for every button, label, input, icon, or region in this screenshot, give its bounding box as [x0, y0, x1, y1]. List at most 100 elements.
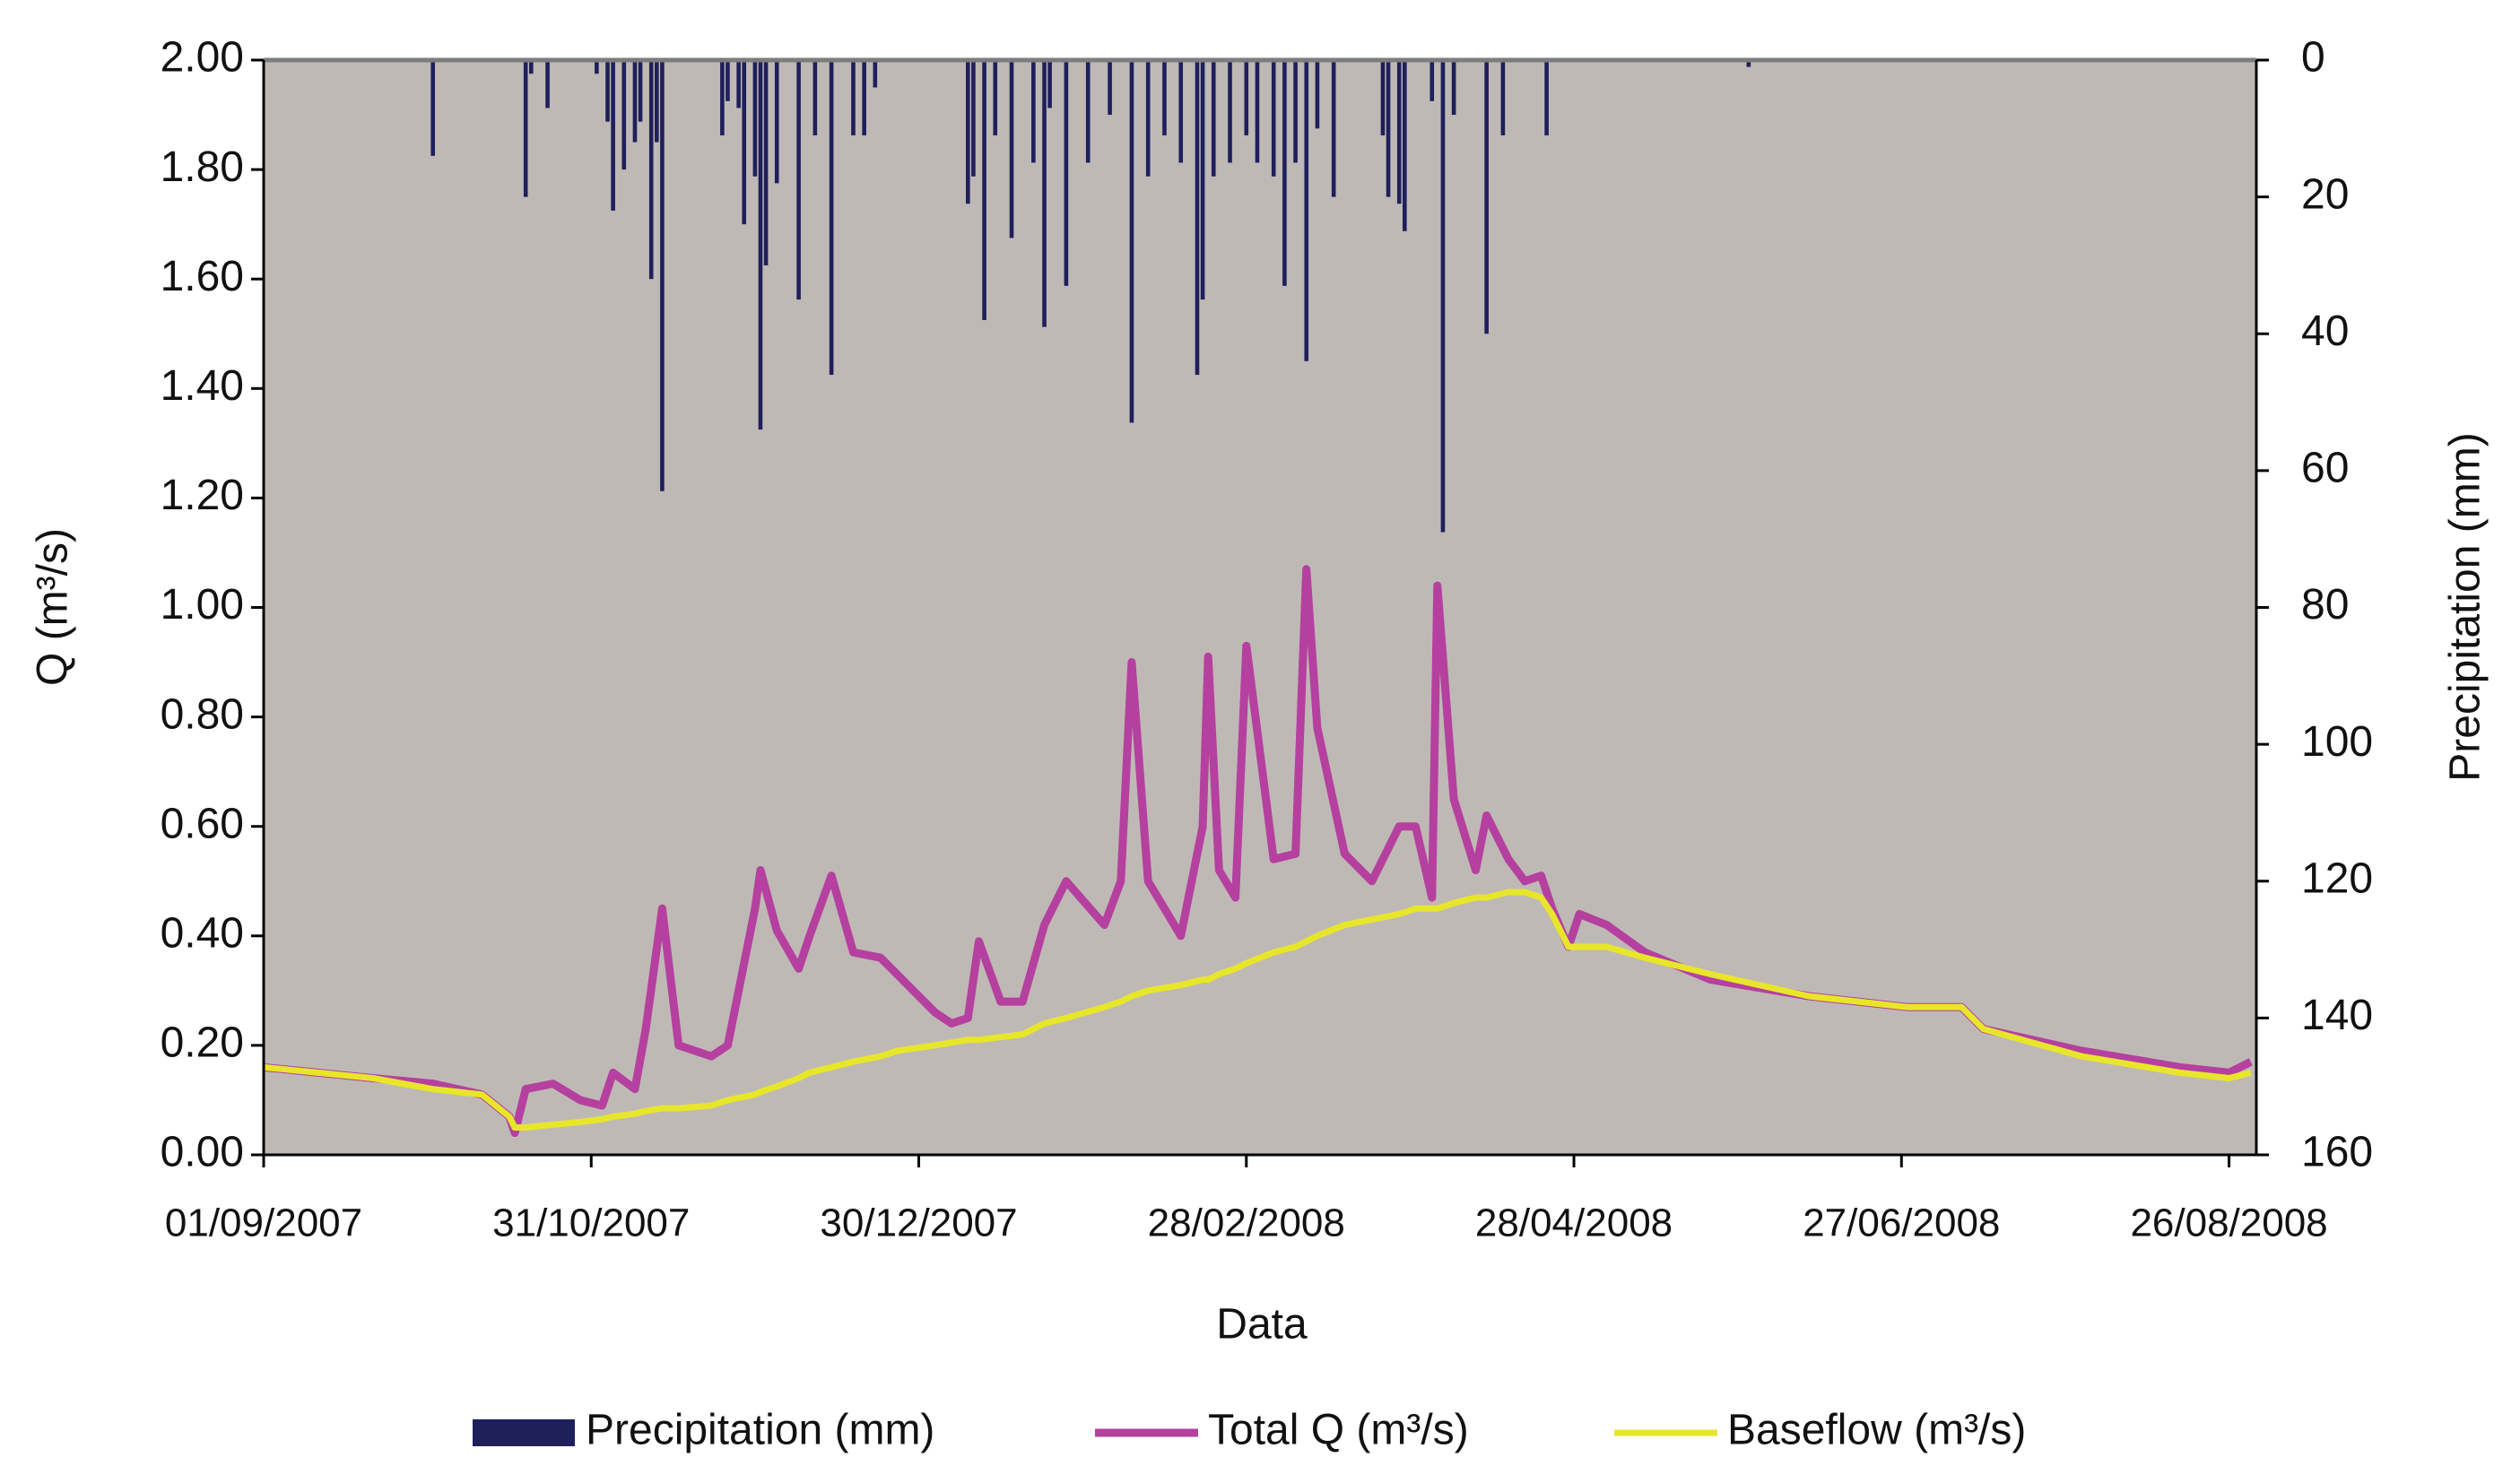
- y-tick-label: 1.60: [161, 253, 244, 300]
- legend-label: Baseflow (m³/s): [1727, 1407, 2026, 1454]
- precipitation-bar: [1440, 60, 1446, 533]
- precipitation-bar: [595, 60, 599, 74]
- precipitation-bar: [1500, 60, 1506, 135]
- precipitation-bar: [851, 60, 856, 135]
- y-tick-label: 0.40: [161, 909, 244, 957]
- x-tick-label: 26/08/2008: [2130, 1201, 2327, 1245]
- y2-tick-label: 80: [2301, 581, 2349, 629]
- precipitation-bar: [528, 60, 534, 74]
- precipitation-bar: [523, 60, 528, 197]
- precipitation-bar: [1195, 60, 1200, 376]
- y-tick-label: 1.20: [161, 472, 244, 519]
- precipitation-bar: [742, 60, 747, 225]
- precipitation-bar: [545, 60, 550, 108]
- precipitation-bar: [648, 60, 654, 280]
- y-tick-label: 0.20: [161, 1019, 244, 1067]
- precipitation-bar: [1042, 60, 1047, 327]
- plot-background: [264, 60, 2256, 1155]
- precipitation-bar: [873, 60, 878, 88]
- y2-tick-label: 120: [2301, 854, 2373, 902]
- precipitation-bar: [1162, 60, 1167, 135]
- precipitation-bar: [1211, 60, 1216, 177]
- precipitation-bar: [1429, 60, 1435, 101]
- precipitation-bar: [638, 60, 643, 122]
- precipitation-bar: [632, 60, 638, 143]
- precipitation-bar: [720, 60, 725, 135]
- y-tick-label: 0.80: [161, 690, 244, 738]
- y2-tick-label: 160: [2301, 1129, 2373, 1176]
- precipitation-bar: [1145, 60, 1151, 177]
- y2-axis-title: Precipitation (mm): [2442, 432, 2490, 781]
- precipitation-bar: [621, 60, 627, 170]
- precipitation-bar: [1200, 60, 1205, 300]
- precipitation-bar: [1484, 60, 1489, 334]
- precipitation-bar: [1451, 60, 1456, 116]
- y2-tick-label: 20: [2301, 170, 2349, 218]
- y-axis-title: Q (m³/s): [30, 528, 77, 686]
- precipitation-bar: [1396, 60, 1402, 204]
- precipitation-bar: [1009, 60, 1014, 238]
- y-tick-label: 2.00: [161, 34, 244, 82]
- precipitation-bar: [655, 60, 659, 143]
- y2-tick-label: 0: [2301, 34, 2325, 82]
- precipitation-bar: [1293, 60, 1298, 163]
- precipitation-bar: [1255, 60, 1260, 163]
- precipitation-bar: [812, 60, 818, 135]
- precipitation-bar: [726, 60, 730, 101]
- precipitation-bar: [1178, 60, 1184, 163]
- precipitation-bar: [774, 60, 779, 184]
- precipitation-bar: [1380, 60, 1386, 135]
- precipitation-bar: [1386, 60, 1391, 197]
- precipitation-bar: [1544, 60, 1549, 135]
- y2-tick-label: 60: [2301, 445, 2349, 492]
- y2-tick-label: 140: [2301, 992, 2373, 1039]
- precipitation-bar: [1304, 60, 1309, 361]
- precipitation-bar: [982, 60, 986, 320]
- precipitation-bar: [611, 60, 615, 211]
- precipitation-bar: [1244, 60, 1249, 135]
- precipitation-bar: [758, 60, 763, 430]
- y-tick-label: 0.00: [161, 1129, 244, 1176]
- legend-label: Total Q (m³/s): [1208, 1407, 1469, 1454]
- y-tick-label: 1.40: [161, 362, 244, 410]
- precipitation-bar: [1031, 60, 1036, 163]
- legend-label: Precipitation (mm): [586, 1407, 934, 1454]
- precipitation-bar: [660, 60, 665, 491]
- y-tick-label: 0.60: [161, 800, 244, 847]
- precipitation-bar: [966, 60, 970, 204]
- precipitation-bar: [862, 60, 866, 135]
- precipitation-bar: [763, 60, 769, 265]
- precipitation-bar: [1331, 60, 1336, 197]
- precipitation-bar: [605, 60, 610, 122]
- precipitation-bar: [1282, 60, 1287, 286]
- precipitation-bar: [1228, 60, 1232, 163]
- precipitation-bar: [1064, 60, 1069, 286]
- y2-tick-label: 40: [2301, 308, 2349, 355]
- precipitation-bar: [736, 60, 741, 108]
- y-tick-label: 1.80: [161, 143, 244, 191]
- precipitation-bar: [796, 60, 801, 300]
- y2-tick-label: 100: [2301, 718, 2373, 766]
- x-axis-title: Data: [1216, 1301, 1308, 1349]
- precipitation-bar: [971, 60, 976, 177]
- x-tick-label: 28/02/2008: [1148, 1201, 1345, 1245]
- y-tick-label: 1.00: [161, 581, 244, 629]
- precipitation-bar: [1047, 60, 1052, 108]
- precipitation-bar: [430, 60, 436, 156]
- precipitation-bar: [829, 60, 834, 376]
- line-series: [263, 889, 2252, 1131]
- x-tick-label: 30/12/2007: [820, 1201, 1017, 1245]
- precipitation-bar: [993, 60, 998, 135]
- precipitation-bar: [1403, 60, 1407, 231]
- precipitation-bar: [1085, 60, 1091, 163]
- precipitation-bar: [1315, 60, 1320, 129]
- x-tick-label: 27/06/2008: [1803, 1201, 2000, 1245]
- legend-swatch: [473, 1419, 575, 1446]
- precipitation-bar: [1108, 60, 1112, 116]
- precipitation-bar: [1746, 60, 1751, 67]
- x-tick-label: 01/09/2007: [165, 1201, 362, 1245]
- x-tick-label: 31/10/2007: [492, 1201, 690, 1245]
- precipitation-bar: [1271, 60, 1276, 177]
- x-tick-label: 28/04/2008: [1475, 1201, 1673, 1245]
